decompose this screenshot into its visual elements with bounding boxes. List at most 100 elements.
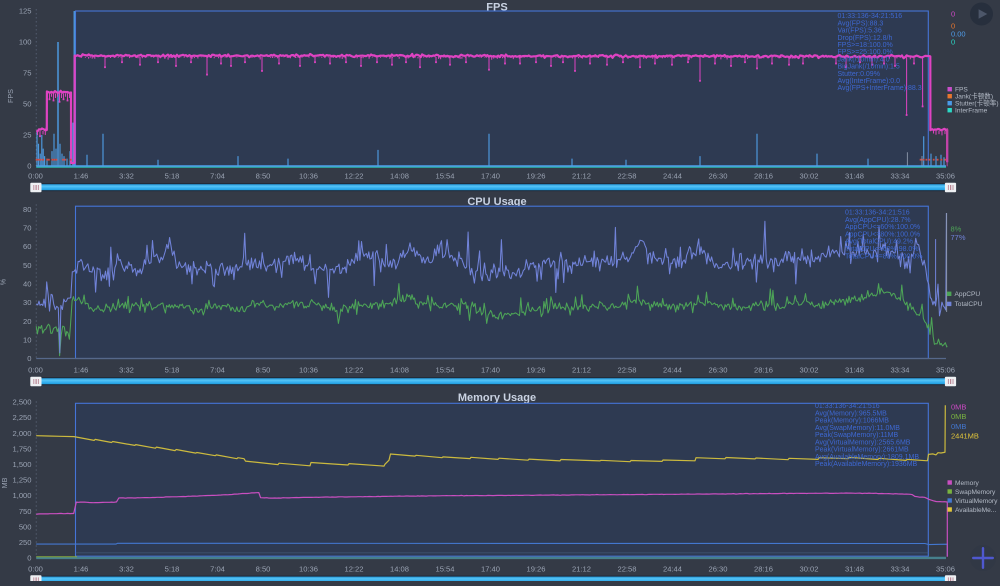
svg-text:2,000: 2,000 [12,429,31,438]
svg-text:33:34: 33:34 [890,564,909,573]
svg-text:22:58: 22:58 [617,564,636,573]
svg-text:0:00: 0:00 [28,564,43,573]
svg-text:100: 100 [19,38,32,47]
svg-text:22:58: 22:58 [617,366,636,375]
svg-text:28:16: 28:16 [754,171,773,180]
svg-text:15:54: 15:54 [435,366,454,375]
svg-text:77%: 77% [951,233,966,242]
svg-text:TotalCPU: TotalCPU [955,301,983,308]
svg-text:VirtualMemory: VirtualMemory [955,498,998,505]
svg-text:Memory: Memory [955,480,980,487]
svg-text:3:32: 3:32 [119,564,134,573]
svg-text:35:06: 35:06 [936,171,955,180]
svg-text:15:54: 15:54 [435,564,454,573]
svg-text:20: 20 [23,317,31,326]
svg-text:500: 500 [19,522,32,531]
svg-text:28:16: 28:16 [754,366,773,375]
svg-text:%: % [0,278,8,285]
svg-text:FPS: FPS [955,87,968,94]
svg-text:50: 50 [23,100,31,109]
svg-text:8:50: 8:50 [256,564,271,573]
svg-text:19:26: 19:26 [526,366,545,375]
svg-text:25: 25 [23,131,31,140]
svg-text:30:02: 30:02 [799,564,818,573]
svg-text:12:22: 12:22 [344,171,363,180]
svg-text:31:48: 31:48 [845,366,864,375]
svg-text:10:36: 10:36 [299,366,318,375]
svg-text:50: 50 [23,261,31,270]
svg-text:17:40: 17:40 [481,366,500,375]
svg-text:0MB: 0MB [951,403,966,412]
svg-text:1:46: 1:46 [74,366,89,375]
svg-text:CPU Usage: CPU Usage [467,196,526,208]
svg-text:75: 75 [23,69,31,78]
svg-text:2,250: 2,250 [12,413,31,422]
svg-text:24:44: 24:44 [663,366,682,375]
svg-text:31:48: 31:48 [845,564,864,573]
svg-text:26:30: 26:30 [708,171,727,180]
svg-text:AppCPU: AppCPU [955,291,981,298]
svg-text:Memory Usage: Memory Usage [458,392,536,404]
svg-text:21:12: 21:12 [572,366,591,375]
svg-text:0:00: 0:00 [28,171,43,180]
svg-text:24:44: 24:44 [663,171,682,180]
svg-text:Stutter(卡顿率): Stutter(卡顿率) [955,99,999,108]
svg-text:3:32: 3:32 [119,366,134,375]
svg-text:30:02: 30:02 [799,171,818,180]
svg-text:19:26: 19:26 [526,171,545,180]
svg-text:SwapMemory: SwapMemory [955,489,996,496]
svg-text:35:06: 35:06 [936,564,955,573]
svg-text:0: 0 [27,354,31,363]
svg-text:InterFrame: InterFrame [955,108,988,115]
svg-text:26:30: 26:30 [708,564,727,573]
svg-text:10:36: 10:36 [299,564,318,573]
svg-text:10:36: 10:36 [299,171,318,180]
svg-text:28:16: 28:16 [754,564,773,573]
svg-text:33:34: 33:34 [890,366,909,375]
svg-text:22:58: 22:58 [617,171,636,180]
svg-text:0: 0 [27,554,31,563]
svg-text:14:08: 14:08 [390,366,409,375]
svg-text:0:00: 0:00 [28,366,43,375]
svg-text:7:04: 7:04 [210,366,225,375]
svg-text:FPS: FPS [6,89,15,103]
svg-text:0: 0 [951,10,955,19]
svg-text:1,750: 1,750 [12,444,31,453]
svg-text:1,000: 1,000 [12,491,31,500]
svg-text:1,250: 1,250 [12,476,31,485]
svg-text:0MB: 0MB [951,412,966,421]
svg-text:MB: MB [0,477,9,488]
svg-text:30: 30 [23,298,31,307]
svg-text:7:04: 7:04 [210,171,225,180]
svg-text:0.00: 0.00 [951,29,966,38]
svg-text:35:06: 35:06 [936,366,955,375]
svg-text:5:18: 5:18 [165,171,180,180]
svg-text:31:48: 31:48 [845,171,864,180]
svg-text:12:22: 12:22 [344,564,363,573]
svg-text:8:50: 8:50 [256,171,271,180]
svg-text:2,500: 2,500 [12,398,31,407]
svg-text:5:18: 5:18 [165,564,180,573]
svg-text:14:08: 14:08 [390,564,409,573]
svg-text:5:18: 5:18 [165,366,180,375]
svg-text:125: 125 [19,7,32,16]
svg-text:750: 750 [19,507,32,516]
svg-text:40: 40 [23,280,31,289]
svg-text:24:44: 24:44 [663,564,682,573]
svg-text:0: 0 [27,162,31,171]
svg-text:60: 60 [23,242,31,251]
svg-text:33:34: 33:34 [890,171,909,180]
svg-text:21:12: 21:12 [572,171,591,180]
svg-text:10: 10 [23,335,31,344]
svg-text:3:32: 3:32 [119,171,134,180]
svg-text:15:54: 15:54 [435,171,454,180]
svg-text:250: 250 [19,538,32,547]
svg-text:12:22: 12:22 [344,366,363,375]
svg-text:21:12: 21:12 [572,564,591,573]
svg-text:1,500: 1,500 [12,460,31,469]
svg-text:2441MB: 2441MB [951,431,979,440]
svg-text:19:26: 19:26 [526,564,545,573]
svg-text:Jank(卡顿数): Jank(卡顿数) [955,92,993,101]
